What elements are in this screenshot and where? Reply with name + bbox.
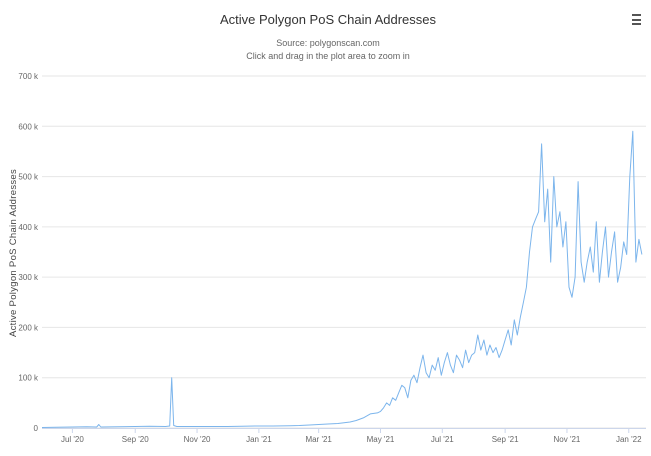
chart-subtitle-hint: Click and drag in the plot area to zoom … [246,51,410,61]
y-tick-labels: 0 100 k 200 k 300 k 400 k 500 k 600 k 700 k [18,72,39,433]
x-tick-label: Sep '20 [122,435,149,444]
series-line-0 [41,130,643,428]
x-tick-label: Sep '21 [492,435,519,444]
y-tick-label: 100 k [18,374,39,383]
y-axis-title: Active Polygon PoS Chain Addresses [8,169,19,337]
x-tick-label: Jul '21 [431,435,454,444]
x-tick-label: May '21 [367,435,395,444]
chart-subtitle-source: Source: polygonscan.com [276,38,380,48]
y-tick-label: 700 k [18,72,39,81]
y-tick-label: 300 k [18,273,39,282]
x-tick-label: Mar '21 [305,435,332,444]
plot-area[interactable] [41,130,643,428]
x-tick-label: Nov '20 [184,435,211,444]
y-tick-label: 200 k [18,323,39,332]
x-tick-label: Jul '20 [61,435,84,444]
y-gridlines [42,75,646,429]
x-tick-label: Jan '21 [246,435,272,444]
x-tick-label: Nov '21 [554,435,581,444]
x-tick-label: Jan '22 [616,435,642,444]
x-axis: Jul '20 Sep '20 Nov '20 Jan '21 Mar '21 May '… [42,428,646,444]
y-tick-label: 400 k [18,223,39,232]
y-tick-label: 500 k [18,173,39,182]
y-tick-label: 0 [34,424,39,433]
hamburger-menu-icon[interactable] [632,14,641,26]
chart-title: Active Polygon PoS Chain Addresses [220,12,437,27]
y-tick-label: 600 k [18,122,39,131]
